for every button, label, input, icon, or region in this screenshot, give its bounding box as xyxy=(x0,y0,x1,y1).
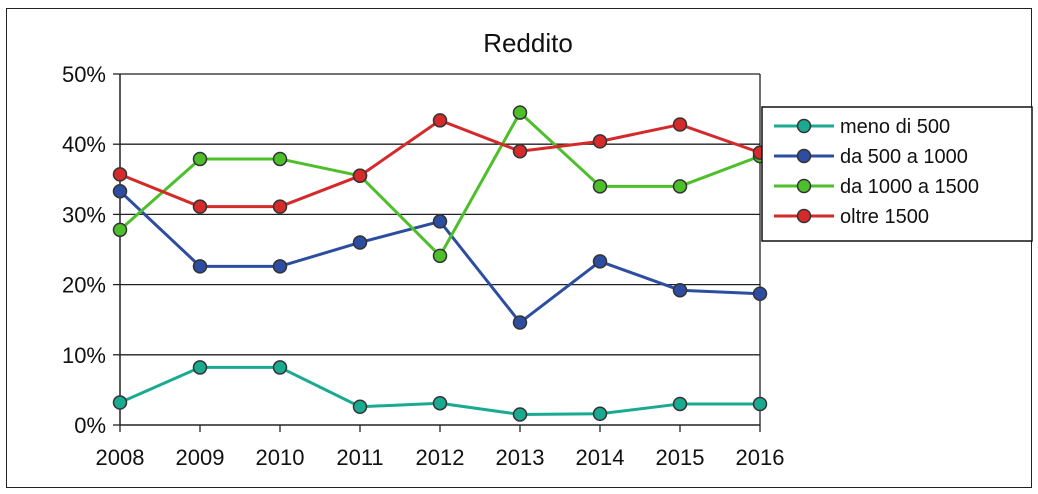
data-point-s1-6 xyxy=(592,254,608,269)
data-point-s3-2 xyxy=(272,199,288,214)
data-point-s1-3 xyxy=(352,235,368,250)
data-point-s1-7 xyxy=(672,282,688,298)
data-point-s2-7 xyxy=(672,179,688,194)
x-tick-label: 2012 xyxy=(416,445,465,470)
data-point-s1-0 xyxy=(112,183,128,199)
data-point-s0-6 xyxy=(592,406,608,422)
data-point-s0-7 xyxy=(672,396,688,412)
series-line-2 xyxy=(119,111,761,258)
legend-label: da 1000 a 1500 xyxy=(840,176,979,198)
legend-label: da 500 a 1000 xyxy=(840,146,968,168)
data-point-s1-8 xyxy=(752,286,768,301)
data-point-s3-0 xyxy=(112,167,128,182)
data-point-s2-6 xyxy=(592,179,608,194)
x-tick-label: 2013 xyxy=(496,445,545,470)
data-point-s3-7 xyxy=(672,117,688,132)
x-tick-label: 2016 xyxy=(736,445,785,470)
data-point-s0-5 xyxy=(512,407,528,422)
data-point-s2-4 xyxy=(432,248,448,264)
chart-title: Reddito xyxy=(483,28,573,58)
legend-label: meno di 500 xyxy=(840,116,950,138)
x-tick-label: 2008 xyxy=(96,445,145,470)
data-point-s3-1 xyxy=(192,199,208,214)
legend-label: oltre 1500 xyxy=(840,206,929,228)
x-tick-label: 2014 xyxy=(576,445,625,470)
data-point-s0-8 xyxy=(752,396,768,412)
data-point-s1-4 xyxy=(432,214,448,229)
series-layer xyxy=(112,105,768,422)
data-point-s2-1 xyxy=(192,151,208,167)
x-tick-label: 2011 xyxy=(336,445,383,470)
legend-swatch-marker-3 xyxy=(796,208,812,224)
legend-swatch-marker-1 xyxy=(796,148,812,164)
grid xyxy=(120,73,761,425)
y-tick-label: 20% xyxy=(62,273,106,298)
y-tick-label: 30% xyxy=(62,202,106,227)
data-point-s2-2 xyxy=(272,151,288,167)
data-point-s3-4 xyxy=(432,113,448,128)
series-line-3 xyxy=(119,118,761,209)
data-point-s3-3 xyxy=(352,168,368,184)
axes: 0% 10% 20% 30% 40% 50% 2008 2009 2010 2011 2012 201… xyxy=(62,62,785,470)
data-point-s2-0 xyxy=(112,222,128,238)
data-point-s3-6 xyxy=(592,134,608,149)
data-point-s1-1 xyxy=(192,259,208,274)
data-point-s3-5 xyxy=(512,143,528,159)
y-tick-label: 0% xyxy=(74,413,106,438)
legend-swatch-marker-2 xyxy=(796,178,812,194)
data-point-s0-2 xyxy=(272,360,288,375)
x-tick-label: 2015 xyxy=(656,445,705,470)
y-tick-label: 50% xyxy=(62,62,106,87)
data-point-s0-0 xyxy=(112,395,128,410)
data-point-s2-5 xyxy=(512,105,528,120)
data-point-s1-5 xyxy=(512,315,528,330)
y-tick-label: 40% xyxy=(62,132,106,157)
data-point-s0-3 xyxy=(352,399,368,414)
x-tick-label: 2010 xyxy=(256,445,305,470)
legend-swatch-marker-0 xyxy=(796,118,812,134)
data-point-s1-2 xyxy=(272,259,288,274)
data-point-s0-1 xyxy=(192,360,208,375)
y-tick-label: 10% xyxy=(62,343,106,368)
data-point-s0-4 xyxy=(432,395,448,411)
x-tick-label: 2009 xyxy=(176,445,225,470)
legend: meno di 500 da 500 a 1000 da 1000 a 1500 ol… xyxy=(761,106,1033,242)
